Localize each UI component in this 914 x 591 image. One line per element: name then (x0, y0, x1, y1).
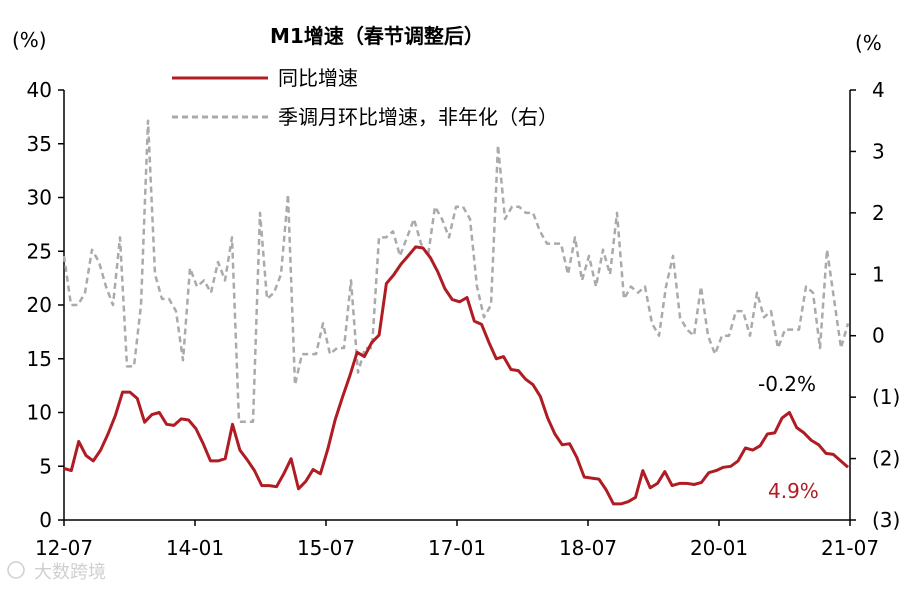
right-axis-tick-label: 0 (872, 324, 885, 348)
x-axis-tick-label: 14-01 (166, 536, 224, 560)
x-axis-tick-label: 20-01 (690, 536, 748, 560)
watermark: 大数跨境 (7, 561, 106, 583)
x-axis-tick-label: 18-07 (559, 536, 617, 560)
series-line-mom (62, 119, 850, 423)
left-axis-tick-label: 35 (27, 132, 52, 156)
watermark-logo-icon (7, 561, 25, 579)
left-axis-tick-label: 30 (27, 186, 52, 210)
right-axis-tick-label: 2 (872, 201, 885, 225)
left-axis-tick-label: 20 (27, 293, 52, 317)
series-layer (62, 119, 850, 506)
right-axis-tick-label: 4 (872, 78, 885, 102)
x-axis-tick-label: 12-07 (35, 536, 93, 560)
left-axis-tick-label: 5 (39, 454, 52, 478)
right-axis-tick-label: (3) (872, 508, 900, 532)
right-axis-tick-label: (2) (872, 447, 900, 471)
chart-title: M1增速（春节调整后） (270, 24, 484, 48)
annotation-latest-mom: -0.2% (758, 372, 816, 396)
right-axis-ticks: 4 3 2 1 0 (1) (2) (3) (850, 78, 900, 532)
x-axis-tick-label: 21-07 (821, 536, 879, 560)
right-axis-unit: (% (855, 31, 882, 55)
series-line-yoy (63, 245, 849, 506)
left-axis-unit: (%) (12, 28, 47, 52)
axes (63, 90, 851, 521)
left-axis-tick-label: 0 (39, 508, 52, 532)
left-axis-ticks: 40 35 30 25 20 15 10 5 0 (27, 78, 64, 532)
x-axis-tick-label: 15-07 (297, 536, 355, 560)
watermark-text: 大数跨境 (34, 562, 106, 583)
legend: 同比增速 季调月环比增速，非年化（右） (172, 66, 558, 129)
left-axis-tick-label: 25 (27, 239, 52, 263)
left-axis-tick-label: 15 (27, 347, 52, 371)
right-axis-tick-label: (1) (872, 385, 900, 409)
x-axis-tick-label: 17-01 (428, 536, 486, 560)
left-axis-tick-label: 10 (27, 401, 52, 425)
x-axis-ticks: 12-07 14-01 15-07 17-01 18-07 20-01 21-07 (35, 520, 879, 560)
annotation-latest-yoy: 4.9% (768, 479, 819, 503)
left-axis-tick-label: 40 (27, 78, 52, 102)
right-axis-tick-label: 3 (872, 139, 885, 163)
right-axis-tick-label: 1 (872, 262, 885, 286)
legend-label-mom: 季调月环比增速，非年化（右） (278, 105, 558, 129)
legend-label-yoy: 同比增速 (278, 66, 358, 90)
